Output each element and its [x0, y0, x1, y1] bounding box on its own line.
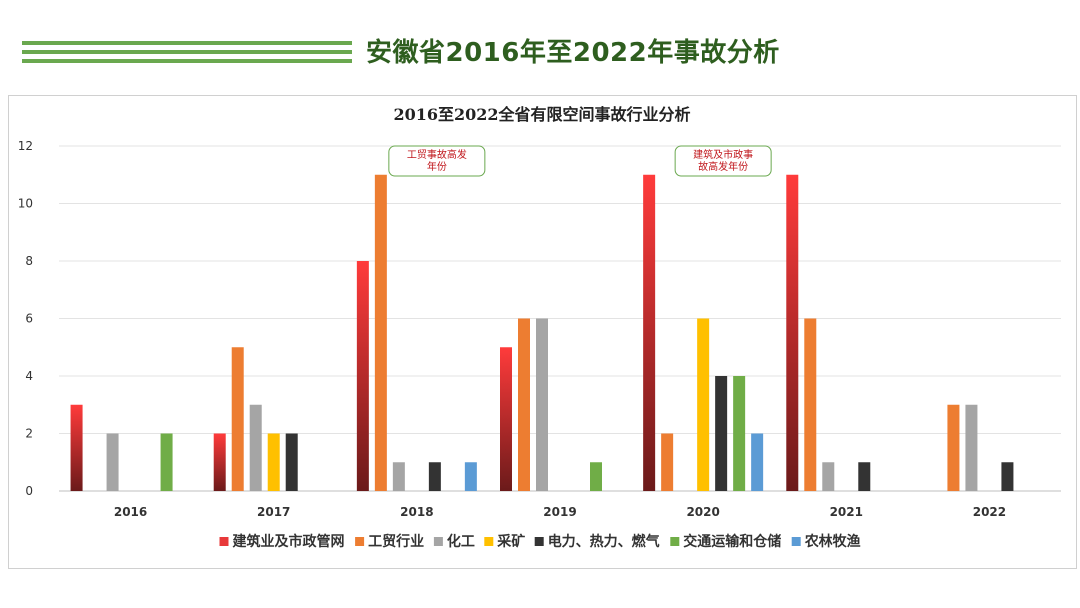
bar-2020-3 — [697, 318, 710, 491]
bar-2016-0 — [70, 404, 83, 491]
bar-2021-0 — [786, 174, 799, 491]
y-tick-label: 2 — [25, 427, 33, 441]
legend-swatch — [484, 537, 494, 546]
legend-swatch — [534, 537, 544, 546]
bar-2021-1 — [804, 318, 817, 491]
y-tick-label: 0 — [25, 484, 33, 498]
bars — [70, 174, 1014, 491]
annotation-text: 年份 — [427, 160, 447, 173]
slide-title: 安徽省2016年至2022年事故分析 — [366, 38, 780, 68]
bar-2022-4 — [1001, 462, 1014, 491]
x-tick-label: 2020 — [686, 505, 719, 519]
title-decoration-line-3 — [22, 59, 352, 63]
bar-2017-1 — [231, 347, 244, 491]
legend-label: 化工 — [447, 533, 475, 550]
bar-2019-0 — [500, 347, 512, 491]
bar-2020-0 — [643, 174, 656, 491]
legend-item: 交通运输和仓储 — [670, 533, 781, 550]
bar-2020-5 — [733, 376, 746, 491]
bar-2017-4 — [285, 433, 298, 491]
bar-2019-5 — [590, 462, 602, 491]
legend-swatch — [433, 537, 443, 546]
y-tick-label: 6 — [25, 312, 33, 326]
legend-swatch — [355, 537, 365, 546]
bar-2018-6 — [464, 462, 477, 491]
bar-2020-6 — [751, 433, 764, 491]
bar-2017-2 — [249, 404, 262, 491]
annotation-text: 故高发年份 — [698, 160, 748, 173]
legend-label: 农林牧渔 — [804, 533, 861, 550]
legend-label: 工贸行业 — [368, 533, 424, 550]
annotation-text: 建筑及市政事 — [693, 148, 753, 161]
legend-item: 建筑业及市政管网 — [219, 533, 345, 550]
bar-2021-4 — [858, 462, 871, 491]
y-tick-label: 8 — [25, 254, 33, 268]
bar-2020-1 — [661, 433, 674, 491]
legend-item: 化工 — [433, 533, 475, 550]
legend-item: 工贸行业 — [355, 533, 424, 550]
y-tick-label: 12 — [18, 139, 33, 153]
legend-swatch — [219, 537, 229, 546]
y-tick-label: 10 — [18, 197, 33, 211]
bar-chart: 2016至2022全省有限空间事故行业分析 0 2 4 6 8 10 12 2016 2017… — [18, 105, 1061, 550]
bar-2020-4 — [715, 376, 728, 491]
x-axis-ticks: 2016 2017 2018 2019 2020 2021 2022 — [114, 505, 1006, 519]
x-tick-label: 2017 — [257, 505, 290, 519]
bar-2018-0 — [356, 261, 369, 491]
legend-item: 电力、热力、燃气 — [534, 533, 660, 550]
bar-2019-1 — [518, 318, 530, 491]
legend-label: 采矿 — [496, 533, 525, 550]
legend-swatch — [670, 537, 680, 546]
x-tick-label: 2022 — [973, 505, 1006, 519]
y-tick-label: 4 — [25, 369, 33, 383]
chart-title: 2016至2022全省有限空间事故行业分析 — [393, 105, 690, 124]
legend-label: 交通运输和仓储 — [683, 533, 781, 550]
legend-label: 建筑业及市政管网 — [233, 533, 345, 550]
bar-2018-1 — [374, 174, 387, 491]
legend-swatch — [791, 537, 801, 546]
bar-2018-2 — [392, 462, 405, 491]
title-decoration-line-1 — [22, 41, 352, 45]
gridlines — [59, 145, 1061, 492]
bar-2017-0 — [213, 433, 226, 491]
legend-label: 电力、热力、燃气 — [548, 533, 660, 550]
annotation-text: 工贸事故高发 — [407, 148, 467, 161]
bar-2021-2 — [822, 462, 835, 491]
legend-item: 采矿 — [484, 533, 525, 550]
bar-2018-4 — [428, 462, 441, 491]
bar-2022-1 — [947, 404, 960, 491]
bar-2016-5 — [160, 433, 173, 491]
legend: 建筑业及市政管网 工贸行业 化工 采矿 电力、热力、燃气 交通运输和仓储 农林牧渔 — [219, 533, 861, 550]
y-axis-ticks: 0 2 4 6 8 10 12 — [18, 139, 33, 498]
legend-item: 农林牧渔 — [791, 533, 861, 550]
x-tick-label: 2018 — [400, 505, 433, 519]
chart-container: 2016至2022全省有限空间事故行业分析 0 2 4 6 8 10 12 2016 2017… — [8, 95, 1077, 569]
bar-2017-3 — [267, 433, 280, 491]
bar-2019-2 — [536, 318, 548, 491]
bar-2022-2 — [965, 404, 978, 491]
title-decoration-line-2 — [22, 50, 352, 54]
x-tick-label: 2021 — [830, 505, 863, 519]
x-tick-label: 2016 — [114, 505, 147, 519]
x-tick-label: 2019 — [543, 505, 576, 519]
bar-2016-2 — [106, 433, 119, 491]
